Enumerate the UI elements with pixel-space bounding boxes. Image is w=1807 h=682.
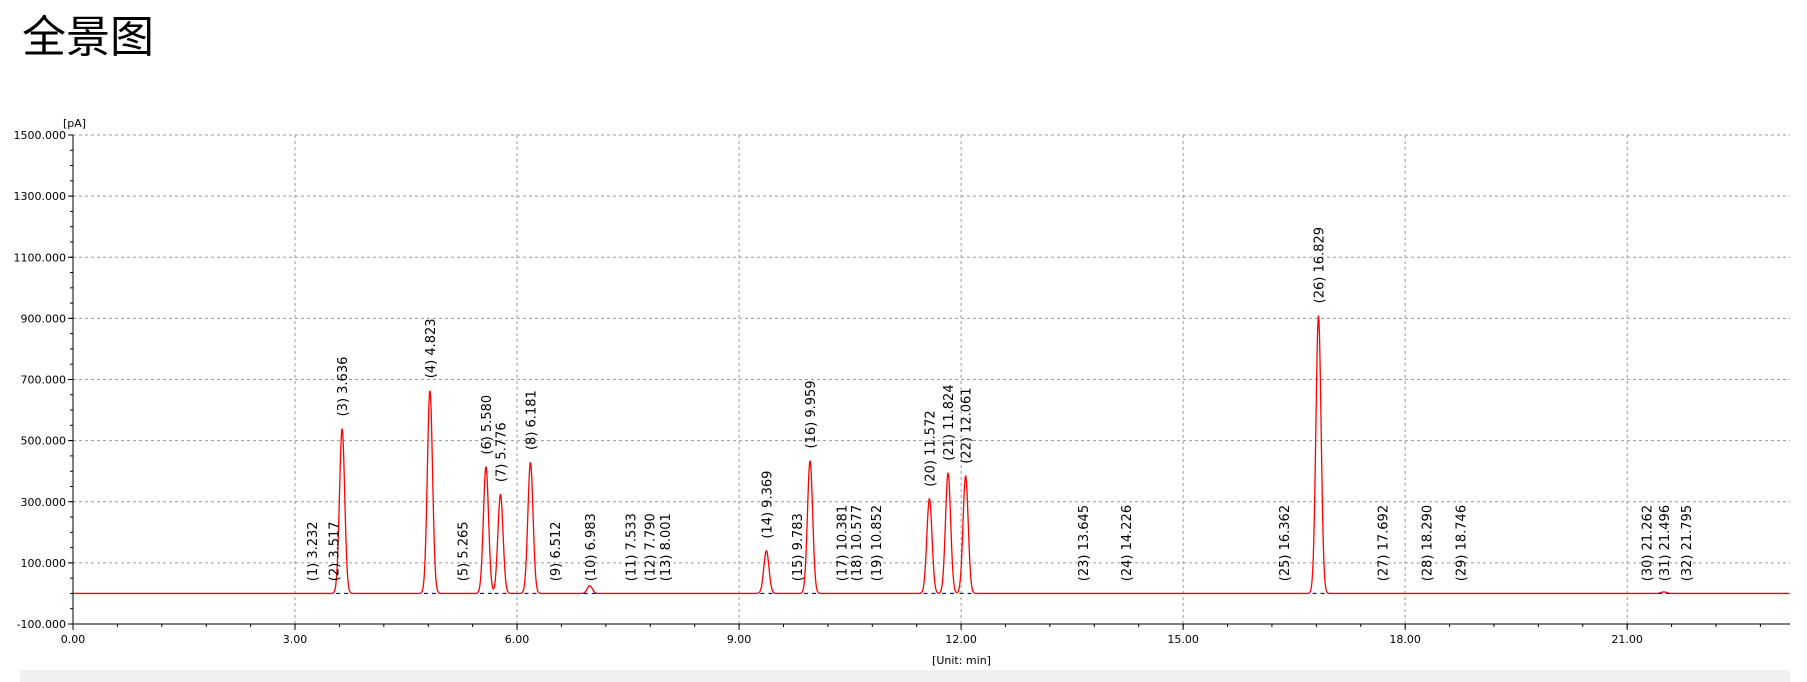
y-tick-label: -100.000 xyxy=(17,618,66,631)
peak-label: (22) 12.061 xyxy=(960,387,975,463)
peak-label: (32) 21.795 xyxy=(1680,505,1695,581)
peak-label: (23) 13.645 xyxy=(1077,505,1092,581)
axes xyxy=(68,134,1790,630)
y-axis-label: [pA] xyxy=(63,117,86,130)
peak-label: (17) 10.381 xyxy=(835,505,850,581)
peak-label: (7) 5.776 xyxy=(494,422,509,482)
peak-label: (27) 17.692 xyxy=(1376,505,1391,581)
x-axis-label: [Unit: min] xyxy=(932,654,991,667)
peak-label: (11) 7.533 xyxy=(625,513,640,581)
grid-lines xyxy=(73,134,1790,624)
peak-label: (28) 18.290 xyxy=(1421,505,1436,581)
page-title: 全景图 xyxy=(22,12,154,63)
peak-label: (20) 11.572 xyxy=(923,410,938,486)
peak-label: (14) 9.369 xyxy=(760,471,775,539)
y-tick-label: 100.000 xyxy=(21,557,67,570)
x-tick-label: 15.00 xyxy=(1167,633,1199,646)
peak-label: (30) 21.262 xyxy=(1641,505,1656,581)
x-tick-label: 12.00 xyxy=(945,633,977,646)
x-tick-label: 3.00 xyxy=(283,633,308,646)
peak-label: (8) 6.181 xyxy=(524,390,539,450)
y-tick-label: 1100.000 xyxy=(14,251,67,264)
peak-label: (21) 11.824 xyxy=(942,384,957,460)
peak-label: (16) 9.959 xyxy=(804,380,819,448)
peak-label: (2) 3.517 xyxy=(327,521,342,581)
peak-label: (18) 10.577 xyxy=(850,505,865,581)
y-tick-label: 1300.000 xyxy=(14,190,67,203)
y-tick-label: 900.000 xyxy=(21,312,67,325)
peak-label: (25) 16.362 xyxy=(1278,505,1293,581)
bottom-scroll-band xyxy=(20,670,1790,682)
x-tick-label: 0.00 xyxy=(61,633,86,646)
signal-trace xyxy=(73,315,1790,595)
peak-label: (31) 21.496 xyxy=(1658,505,1673,581)
peak-label: (4) 4.823 xyxy=(424,318,439,378)
y-tick-label: 300.000 xyxy=(21,496,67,509)
x-tick-label: 18.00 xyxy=(1389,633,1421,646)
y-tick-label: 500.000 xyxy=(21,435,67,448)
peak-labels: (1) 3.232 (2) 3.517 (3) 3.636 (4) 4.823 (5) … xyxy=(306,227,1695,581)
peak-label: (15) 9.783 xyxy=(791,513,806,581)
signal-line xyxy=(73,315,1790,595)
peak-label: (29) 18.746 xyxy=(1454,505,1469,581)
x-tick-label: 21.00 xyxy=(1611,633,1643,646)
peak-label: (19) 10.852 xyxy=(870,505,885,581)
y-tick-label: 1500.000 xyxy=(14,129,67,142)
peak-label: (12) 7.790 xyxy=(644,513,659,581)
peak-label: (9) 6.512 xyxy=(549,521,564,581)
peak-label: (13) 8.001 xyxy=(659,513,674,581)
peak-label: (3) 3.636 xyxy=(336,357,351,417)
peak-label: (6) 5.580 xyxy=(480,395,495,455)
y-tick-label: 700.000 xyxy=(21,374,67,387)
x-tick-label: 6.00 xyxy=(505,633,530,646)
peak-label: (5) 5.265 xyxy=(457,521,472,581)
peak-label: (1) 3.232 xyxy=(306,521,321,581)
x-tick-label: 9.00 xyxy=(727,633,752,646)
peak-label: (26) 16.829 xyxy=(1312,227,1327,303)
tick-labels: -100.000 100.000 300.000 500.000 700.000 900.… xyxy=(14,129,1643,646)
peak-label: (10) 6.983 xyxy=(584,513,599,581)
peak-label: (24) 14.226 xyxy=(1120,505,1135,581)
